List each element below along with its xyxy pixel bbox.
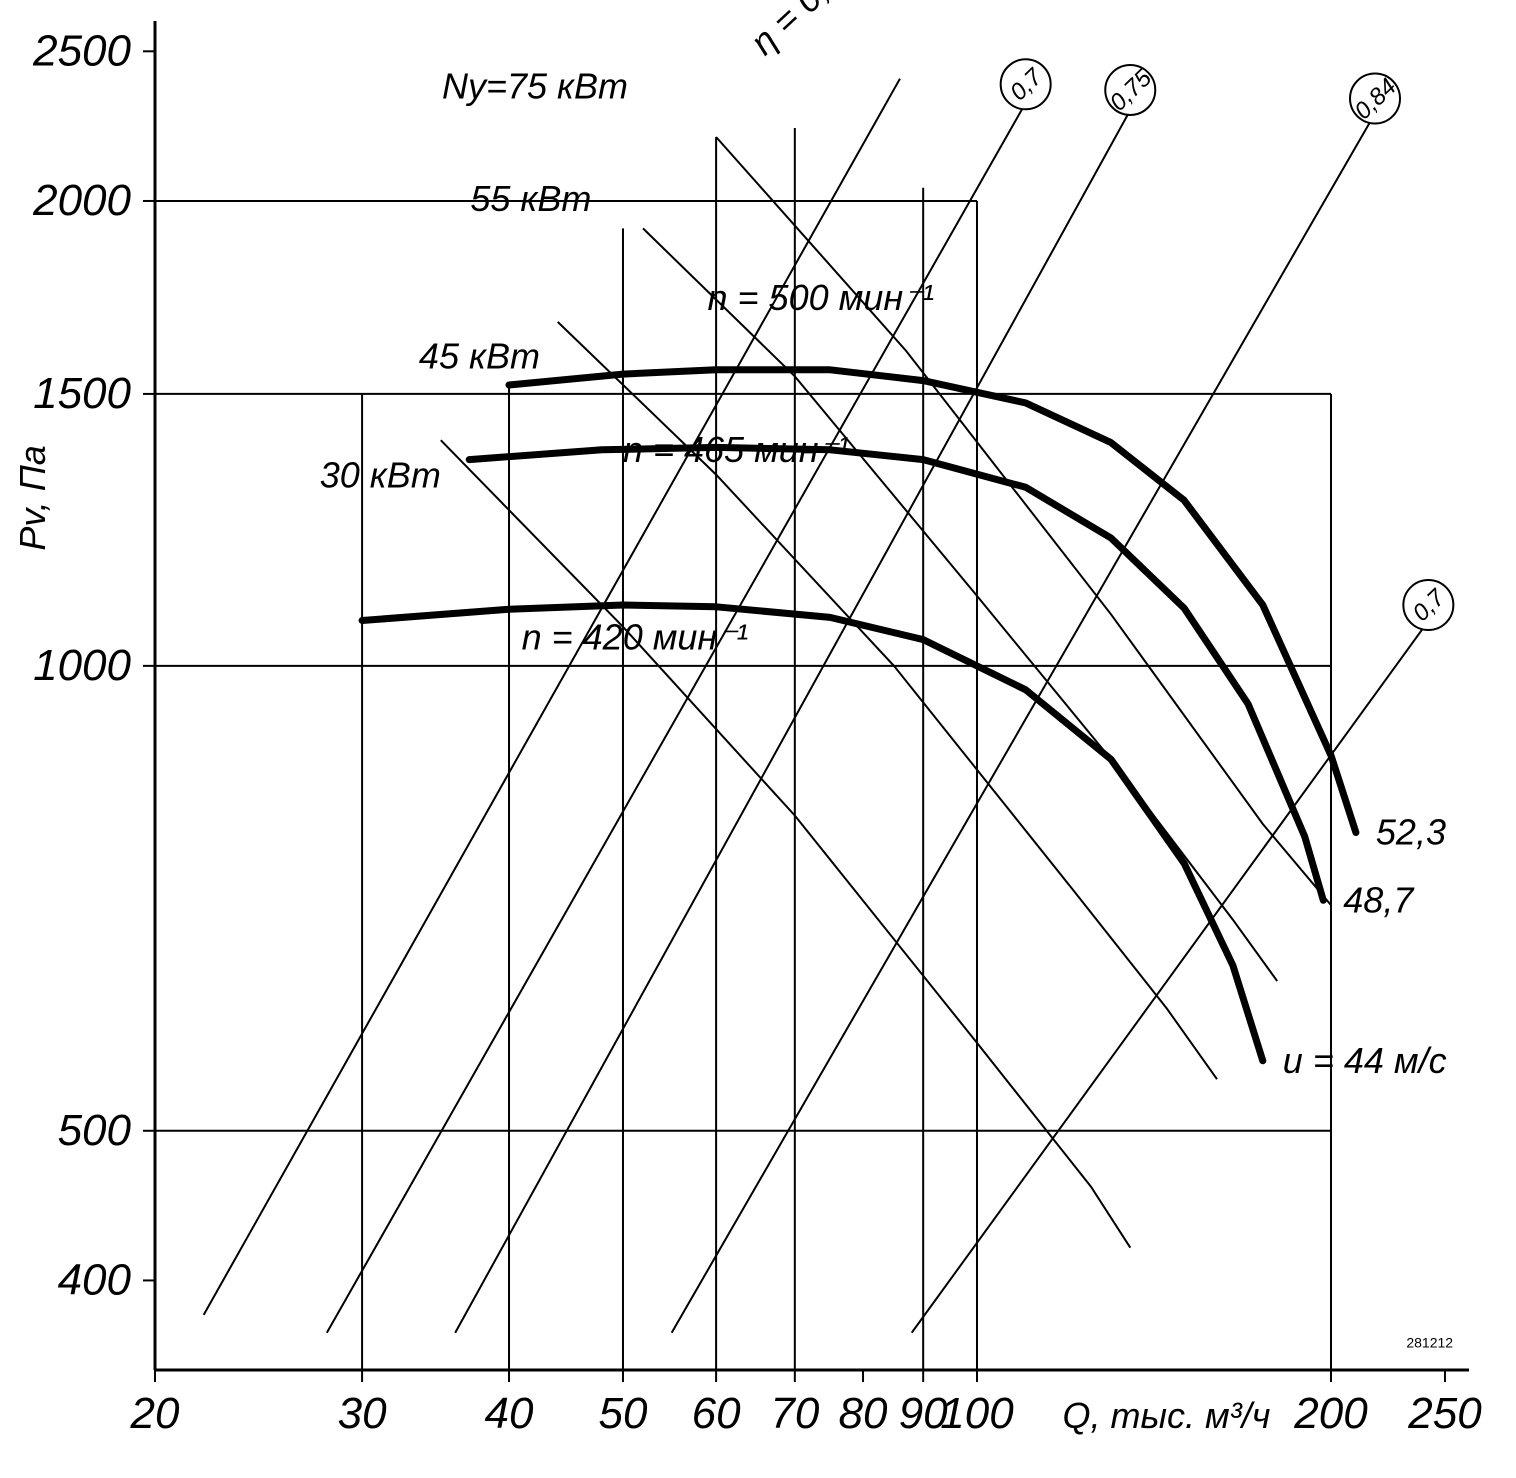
svg-text:n = 465 мин⁻¹: n = 465 мин⁻¹: [623, 429, 850, 470]
svg-text:20: 20: [130, 1389, 180, 1438]
svg-text:1500: 1500: [33, 369, 131, 418]
svg-text:400: 400: [58, 1255, 132, 1304]
svg-text:40: 40: [485, 1389, 534, 1438]
svg-text:2500: 2500: [32, 26, 131, 75]
svg-text:52,3: 52,3: [1376, 812, 1446, 853]
svg-text:100: 100: [940, 1389, 1014, 1438]
svg-text:u = 44 м/с: u = 44 м/с: [1283, 1040, 1447, 1081]
svg-text:55 кВт: 55 кВт: [470, 178, 591, 219]
svg-text:80: 80: [839, 1389, 888, 1438]
svg-text:n = 420 мин⁻¹: n = 420 мин⁻¹: [522, 616, 749, 657]
svg-text:n = 500 мин⁻¹: n = 500 мин⁻¹: [708, 277, 935, 318]
svg-text:500: 500: [58, 1106, 132, 1155]
svg-text:Q, тыс. м³/ч: Q, тыс. м³/ч: [1063, 1395, 1271, 1436]
svg-text:Pv, Па: Pv, Па: [12, 445, 53, 550]
svg-text:30: 30: [338, 1389, 387, 1438]
svg-text:48,7: 48,7: [1343, 879, 1415, 920]
svg-text:45 кВт: 45 кВт: [419, 335, 540, 376]
chart-svg: η = 0,60,70,750,840,7Nу=75 кВт55 кВт45 к…: [0, 0, 1516, 1478]
svg-text:60: 60: [692, 1389, 741, 1438]
svg-text:1000: 1000: [33, 641, 131, 690]
svg-text:2000: 2000: [32, 176, 131, 225]
svg-text:281212: 281212: [1406, 1334, 1453, 1350]
svg-text:Nу=75 кВт: Nу=75 кВт: [442, 66, 628, 107]
svg-text:70: 70: [770, 1389, 819, 1438]
fan-performance-chart: η = 0,60,70,750,840,7Nу=75 кВт55 кВт45 к…: [0, 0, 1516, 1478]
svg-text:50: 50: [599, 1389, 648, 1438]
svg-text:200: 200: [1293, 1389, 1368, 1438]
svg-text:30 кВт: 30 кВт: [320, 454, 441, 495]
svg-text:250: 250: [1407, 1389, 1482, 1438]
